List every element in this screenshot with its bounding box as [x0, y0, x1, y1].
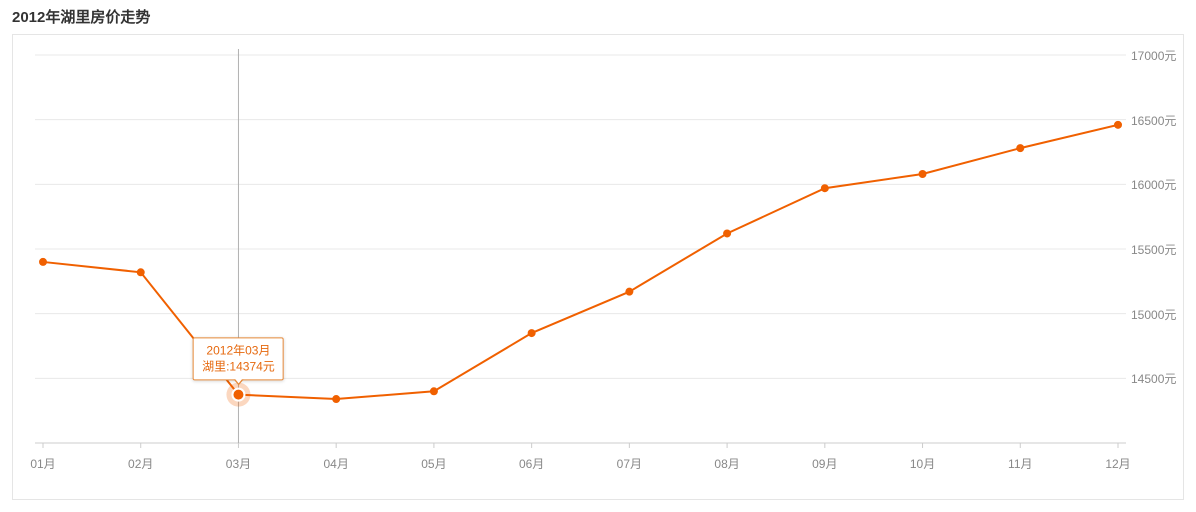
- y-axis-tick-label: 15500元: [1131, 241, 1176, 258]
- x-axis-tick-label: 09月: [812, 455, 837, 472]
- y-axis-tick-label: 15000元: [1131, 306, 1176, 323]
- tooltip-line2: 湖里:14374元: [202, 359, 275, 376]
- x-axis-tick-label: 04月: [323, 455, 348, 472]
- x-axis-tick-label: 11月: [1008, 455, 1032, 472]
- x-axis-tick-label: 12月: [1105, 455, 1130, 472]
- y-axis-tick-label: 14500元: [1131, 370, 1176, 387]
- tooltip-line1: 2012年03月: [202, 342, 275, 359]
- x-axis-tick-label: 08月: [714, 455, 739, 472]
- line-chart[interactable]: [13, 35, 1183, 499]
- y-axis-tick-label: 16500元: [1131, 112, 1176, 129]
- chart-title: 2012年湖里房价走势: [12, 6, 150, 27]
- x-axis-tick-label: 03月: [226, 455, 251, 472]
- x-axis-tick-label: 07月: [617, 455, 642, 472]
- x-axis-tick-label: 02月: [128, 455, 153, 472]
- x-axis-tick-label: 01月: [30, 455, 55, 472]
- y-axis-tick-label: 17000元: [1131, 47, 1176, 64]
- y-axis-tick-label: 16000元: [1131, 176, 1176, 193]
- x-axis-tick-label: 10月: [910, 455, 935, 472]
- chart-frame: 14500元 15000元 15500元 16000元 16500元 17000元 01月…: [12, 34, 1184, 500]
- x-axis-tick-label: 05月: [421, 455, 446, 472]
- x-axis-tick-label: 06月: [519, 455, 544, 472]
- chart-tooltip: 2012年03月 湖里:14374元: [193, 337, 284, 381]
